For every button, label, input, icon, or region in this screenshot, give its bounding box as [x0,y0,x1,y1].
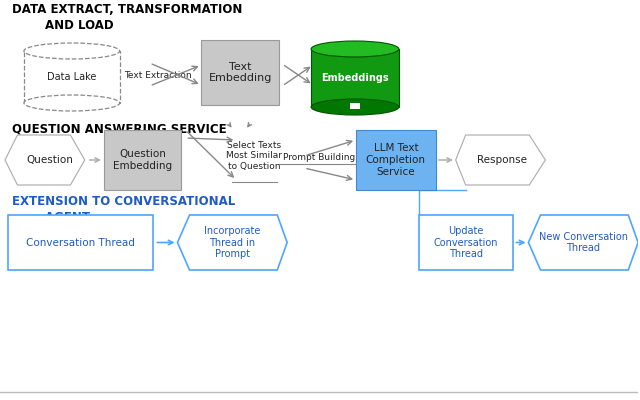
Ellipse shape [24,43,120,59]
Text: LLM Text
Completion
Service: LLM Text Completion Service [366,143,426,177]
Bar [104,130,182,190]
Text: QUESTION ANSWERING SERVICE: QUESTION ANSWERING SERVICE [12,122,227,135]
Polygon shape [177,215,287,270]
Bar [356,130,436,190]
Ellipse shape [24,95,120,111]
Ellipse shape [311,41,399,57]
Text: Text
Embedding: Text Embedding [209,62,272,83]
Bar [24,51,120,103]
Text: Conversation Thread: Conversation Thread [26,238,134,248]
Polygon shape [5,135,84,185]
Text: Response: Response [477,155,527,165]
Text: Data Lake: Data Lake [47,72,97,82]
Ellipse shape [311,99,399,115]
Text: Update
Conversation
Thread: Update Conversation Thread [434,226,499,259]
Bar [350,103,360,109]
Text: Prompt Building: Prompt Building [283,154,355,162]
Text: Question: Question [27,155,74,165]
Text: Embeddings: Embeddings [321,73,388,83]
Bar [8,215,152,270]
Text: DATA EXTRACT, TRANSFORMATION
        AND LOAD: DATA EXTRACT, TRANSFORMATION AND LOAD [12,3,243,32]
Text: Incorporate
Thread in
Prompt: Incorporate Thread in Prompt [204,226,260,259]
Polygon shape [529,215,638,270]
Polygon shape [456,135,545,185]
Text: New Conversation
Thread: New Conversation Thread [539,232,628,253]
Bar [202,40,279,105]
Bar [311,49,399,107]
Text: Question
Embedding: Question Embedding [113,149,172,171]
Text: Text Extraction: Text Extraction [124,70,191,80]
Text: Select Texts
Most Similar
to Question: Select Texts Most Similar to Question [227,141,282,171]
Bar [419,215,513,270]
Text: EXTENSION TO CONVERSATIONAL
        AGENT: EXTENSION TO CONVERSATIONAL AGENT [12,195,236,224]
